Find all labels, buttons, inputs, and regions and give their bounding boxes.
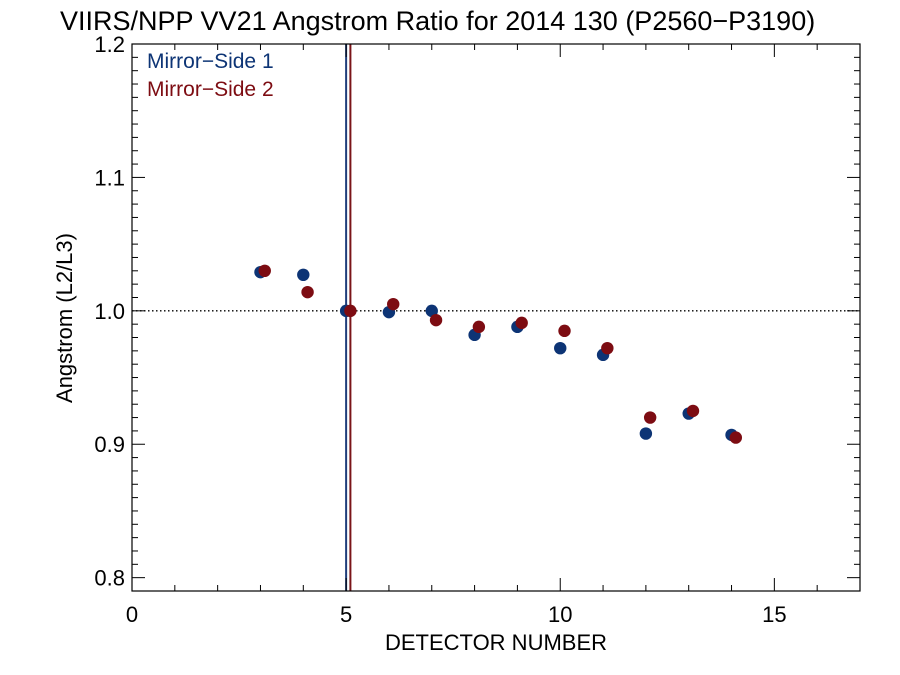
y-tick-label-1.2: 1.2 [94,32,125,57]
series-1-point-5 [425,304,438,318]
series-2-point-1 [258,264,271,278]
series-2-point-4 [387,297,400,311]
legend-item-mirror-side-1: Mirror−Side 1 [147,50,274,73]
legend-item-mirror-side-2: Mirror−Side 2 [147,78,274,101]
series-2-point-12 [729,431,743,444]
series-2-point-2 [301,285,314,299]
series-2-point-5 [429,313,443,327]
y-axis-label: Angstrom (L2/L3) [52,233,77,403]
plot-frame [131,43,861,592]
series-2-point-9 [601,341,614,355]
series-1-point-8 [554,341,567,355]
series-2-point-11 [686,404,700,418]
series-2-point-10 [643,411,657,424]
x-tick-label-0: 0 [126,602,138,627]
y-tick-label-0.9: 0.9 [94,432,125,457]
series-2-point-6 [472,320,486,334]
y-tick-label-1.1: 1.1 [94,165,125,190]
plot-area: 0 5 10 15 0.8 0.9 1.0 1.1 1.2 [94,32,861,627]
x-tick-label-10: 10 [548,602,572,627]
series-1-point-2 [297,268,310,282]
x-axis-label: DETECTOR NUMBER [385,630,607,655]
y-tick-label-0.8: 0.8 [94,566,125,591]
chart-title: VIIRS/NPP VV21 Angstrom Ratio for 2014 1… [60,6,815,36]
legend: Mirror−Side 1 Mirror−Side 2 [147,50,274,101]
x-tick-label-5: 5 [340,602,352,627]
series-2-point-3 [344,304,357,318]
y-tick-label-1: 1.0 [94,299,125,324]
series-1-point-10 [639,427,653,440]
series-2-point-7 [515,316,528,330]
x-tick-label-15: 15 [762,602,786,627]
series-2-point-8 [558,324,571,338]
